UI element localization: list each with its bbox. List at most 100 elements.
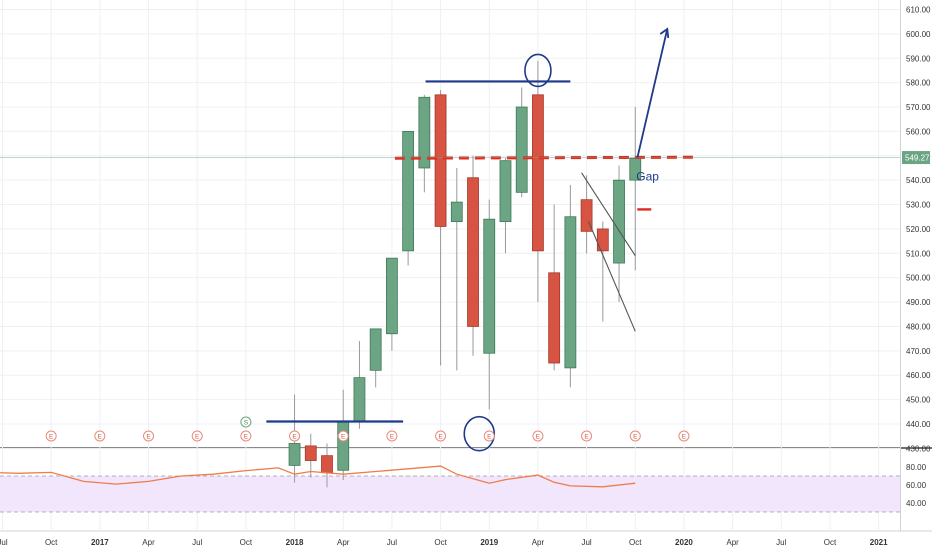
- earnings-marker-circle[interactable]: [435, 430, 447, 442]
- earnings-marker-label: E: [536, 434, 541, 441]
- candles[interactable]: [288, 60, 642, 488]
- candle-body[interactable]: [353, 377, 366, 422]
- gap-label: Gap: [636, 170, 659, 184]
- time-tick-label: 2018: [286, 538, 304, 547]
- earnings-marker[interactable]: E: [386, 430, 398, 442]
- candle-up[interactable]: [418, 94, 431, 193]
- projection-arrow[interactable]: [636, 28, 669, 159]
- earnings-markers[interactable]: E E E E E E E E E E E E E ES: [45, 416, 690, 442]
- last-price-badge: [902, 151, 930, 165]
- rsi-axis[interactable]: 80.00 60.00 40.00: [906, 463, 927, 508]
- earnings-marker-label: E: [487, 434, 492, 441]
- earnings-marker-circle[interactable]: [143, 430, 155, 442]
- wedge-lower-line[interactable]: [588, 221, 636, 332]
- candle-down[interactable]: [596, 221, 609, 322]
- candle-body[interactable]: [548, 272, 561, 364]
- candle-body[interactable]: [321, 455, 333, 474]
- candle-body[interactable]: [483, 218, 496, 354]
- time-axis[interactable]: Jul Oct 2017 Apr Jul Oct 2018 Apr Jul Oct 2019 Apr J…: [0, 538, 888, 547]
- candle-body[interactable]: [450, 201, 463, 223]
- candle-up[interactable]: [369, 328, 382, 388]
- candle-down[interactable]: [532, 60, 544, 303]
- dividend-marker-label: S: [244, 420, 249, 427]
- earnings-marker[interactable]: E: [289, 430, 301, 442]
- price-tick-label: 610.00: [906, 6, 931, 15]
- candle-down[interactable]: [467, 155, 479, 356]
- candle-body[interactable]: [288, 443, 301, 466]
- earnings-marker-label: E: [682, 434, 687, 441]
- candle-body[interactable]: [564, 216, 577, 369]
- earnings-marker[interactable]: E: [435, 430, 447, 442]
- earnings-marker[interactable]: E: [45, 430, 57, 442]
- earnings-marker-circle[interactable]: [240, 430, 252, 442]
- earnings-marker-circle[interactable]: [94, 430, 106, 442]
- earnings-marker[interactable]: E: [629, 430, 641, 442]
- wedge-upper-line[interactable]: [581, 172, 636, 257]
- projection-arrowhead[interactable]: [659, 27, 670, 39]
- rsi-band: [0, 475, 900, 513]
- earnings-marker-circle[interactable]: [483, 430, 495, 442]
- earnings-marker[interactable]: E: [581, 430, 593, 442]
- price-axis[interactable]: 610.00600.00590.00580.00570.00560.00550.…: [906, 6, 931, 454]
- price-tick-label: 570.00: [906, 103, 931, 112]
- earnings-marker[interactable]: E: [191, 430, 203, 442]
- earnings-marker[interactable]: E: [483, 430, 495, 442]
- candle-body[interactable]: [434, 94, 447, 227]
- candle-body[interactable]: [369, 328, 382, 371]
- candle-body[interactable]: [499, 160, 512, 223]
- candle-body[interactable]: [418, 96, 431, 169]
- earnings-marker[interactable]: E: [337, 430, 349, 442]
- candle-up[interactable]: [385, 257, 398, 351]
- earnings-marker-label: E: [98, 434, 103, 441]
- earnings-marker[interactable]: E: [143, 430, 155, 442]
- candle-body[interactable]: [532, 94, 544, 252]
- candle-up[interactable]: [483, 199, 496, 410]
- earnings-marker[interactable]: E: [240, 430, 252, 442]
- dividend-marker-circle[interactable]: [240, 416, 252, 428]
- rsi-tick-label: 60.00: [906, 481, 927, 490]
- price-tick-label: 560.00: [906, 127, 931, 136]
- earnings-marker-label: E: [49, 434, 54, 441]
- earnings-marker-circle[interactable]: [289, 430, 301, 442]
- price-tick-label: 470.00: [906, 347, 931, 356]
- candle-body[interactable]: [337, 421, 350, 471]
- candle-body[interactable]: [402, 130, 415, 252]
- last-price-tag: 549.27: [0, 151, 930, 165]
- earnings-marker-circle[interactable]: [45, 430, 57, 442]
- candle-down[interactable]: [434, 89, 447, 366]
- earnings-marker-label: E: [341, 434, 346, 441]
- time-tick-label: Apr: [726, 538, 739, 547]
- candle-up[interactable]: [515, 87, 528, 198]
- candle-down[interactable]: [548, 204, 561, 371]
- price-tick-label: 590.00: [906, 54, 931, 63]
- earnings-marker-circle[interactable]: [629, 430, 641, 442]
- time-tick-label: Oct: [629, 538, 642, 547]
- candle-down[interactable]: [304, 433, 317, 478]
- dividend-marker[interactable]: S: [240, 416, 252, 428]
- candle-up[interactable]: [564, 185, 577, 388]
- candle-body[interactable]: [467, 177, 479, 327]
- earnings-marker-circle[interactable]: [581, 430, 593, 442]
- candle-down[interactable]: [580, 175, 593, 254]
- candle-body[interactable]: [304, 445, 317, 461]
- earnings-marker[interactable]: E: [678, 430, 690, 442]
- earnings-marker-circle[interactable]: [337, 430, 349, 442]
- top-circle-marker[interactable]: [524, 53, 552, 88]
- earnings-marker[interactable]: E: [94, 430, 106, 442]
- earnings-marker-circle[interactable]: [532, 430, 544, 442]
- candle-up[interactable]: [402, 130, 415, 266]
- earnings-marker[interactable]: E: [532, 430, 544, 442]
- price-tick-label: 490.00: [906, 298, 931, 307]
- earnings-marker-circle[interactable]: [678, 430, 690, 442]
- candle-body[interactable]: [613, 179, 625, 264]
- candle-body[interactable]: [385, 257, 398, 335]
- candle-body[interactable]: [596, 228, 609, 252]
- candle-body[interactable]: [515, 106, 528, 193]
- candle-up[interactable]: [450, 167, 463, 371]
- candle-body[interactable]: [580, 199, 593, 232]
- earnings-marker-circle[interactable]: [191, 430, 203, 442]
- earnings-marker-circle[interactable]: [386, 430, 398, 442]
- candle-up[interactable]: [499, 158, 512, 254]
